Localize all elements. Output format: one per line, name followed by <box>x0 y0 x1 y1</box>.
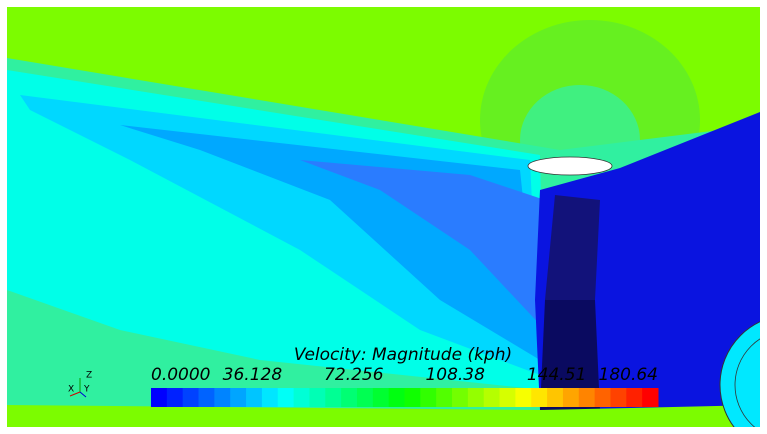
colorbar-swatch <box>484 388 500 407</box>
colorbar-swatch <box>405 388 421 407</box>
colorbar-swatch <box>230 388 246 407</box>
colorbar-swatch <box>389 388 405 407</box>
colorbar-swatch <box>151 388 167 407</box>
colorbar-swatch <box>294 388 310 407</box>
colorbar-swatch <box>595 388 611 407</box>
colorbar-swatch <box>626 388 642 407</box>
colorbar-tick-label: 180.64 <box>599 365 658 385</box>
colorbar-tick-label: 72.256 <box>324 365 384 385</box>
colorbar-swatch <box>531 388 547 407</box>
colorbar-swatch <box>452 388 468 407</box>
colorbar-swatch <box>563 388 579 407</box>
colorbar-swatch <box>278 388 294 407</box>
colorbar-swatch <box>436 388 452 407</box>
colorbar-swatch <box>167 388 183 407</box>
colorbar-swatch <box>246 388 262 407</box>
colorbar-swatch <box>420 388 436 407</box>
colorbar-swatch <box>373 388 389 407</box>
colorbar-tick-label: 144.51 <box>527 365 586 385</box>
colorbar-title: Velocity: Magnitude (kph) <box>294 345 512 365</box>
colorbar-tick-label: 36.128 <box>223 365 283 385</box>
triad-label: Z <box>86 371 92 381</box>
mirror <box>528 157 612 175</box>
colorbar-tick-label: 108.38 <box>425 365 485 385</box>
colorbar-swatch <box>468 388 484 407</box>
colorbar-swatch <box>214 388 230 407</box>
colorbar-swatch <box>341 388 357 407</box>
colorbar-swatch <box>579 388 595 407</box>
colorbar-swatch <box>642 388 658 407</box>
colorbar-swatch <box>183 388 199 407</box>
triad-label: X <box>68 385 74 395</box>
colorbar-swatch <box>357 388 373 407</box>
colorbar-swatch <box>515 388 531 407</box>
colorbar-swatch <box>500 388 516 407</box>
colorbar <box>151 388 659 407</box>
colorbar-swatch <box>309 388 325 407</box>
colorbar-swatch <box>547 388 563 407</box>
colorbar-swatch <box>610 388 626 407</box>
colorbar-swatch <box>325 388 341 407</box>
triad-label: Y <box>83 385 90 395</box>
colorbar-swatch <box>262 388 278 407</box>
colorbar-swatch <box>199 388 215 407</box>
colorbar-tick-label: 0.0000 <box>151 365 210 385</box>
cfd-view: Velocity: Magnitude (kph) Z X Y 0.0000 36… <box>0 0 767 434</box>
